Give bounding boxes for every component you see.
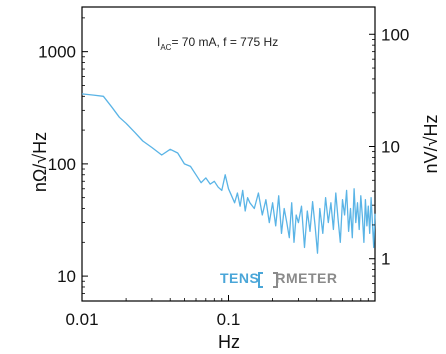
annotation-prefix: I xyxy=(157,35,160,49)
y-left-tick-label: 1000 xyxy=(38,43,76,62)
brand-wordmark: TENS RMETER xyxy=(220,270,337,286)
y-left-tick-label: 100 xyxy=(48,155,76,174)
y-right-tick-label: 100 xyxy=(381,25,409,44)
x-axis-title: Hz xyxy=(218,332,240,352)
plot-frame xyxy=(81,6,376,302)
measurement-annotation: IAC= 70 mA, f = 775 Hz xyxy=(157,35,278,52)
brand-o-mark xyxy=(258,272,278,288)
y-left-tick-label: 10 xyxy=(57,267,76,286)
y-axis-left-title: nΩ/√Hz xyxy=(30,132,50,192)
brand-part1: TENS xyxy=(220,270,259,286)
x-tick-label: 0.1 xyxy=(217,310,241,329)
x-tick-label: 0.01 xyxy=(65,310,98,329)
brand-part2: RMETER xyxy=(275,270,337,286)
annotation-rest: = 70 mA, f = 775 Hz xyxy=(171,35,278,49)
plot-area: 10 100 1000 1 10 100 0.01 0.1 xyxy=(38,6,409,329)
series-line-0 xyxy=(81,93,376,254)
y-right-tick-label: 1 xyxy=(381,250,390,269)
y-axis-right-title: nV/√Hz xyxy=(421,115,441,174)
y-right-tick-label: 10 xyxy=(381,137,400,156)
annotation-subscript: AC xyxy=(160,43,171,52)
tensormeter-logo: TENS RMETER xyxy=(220,270,337,288)
